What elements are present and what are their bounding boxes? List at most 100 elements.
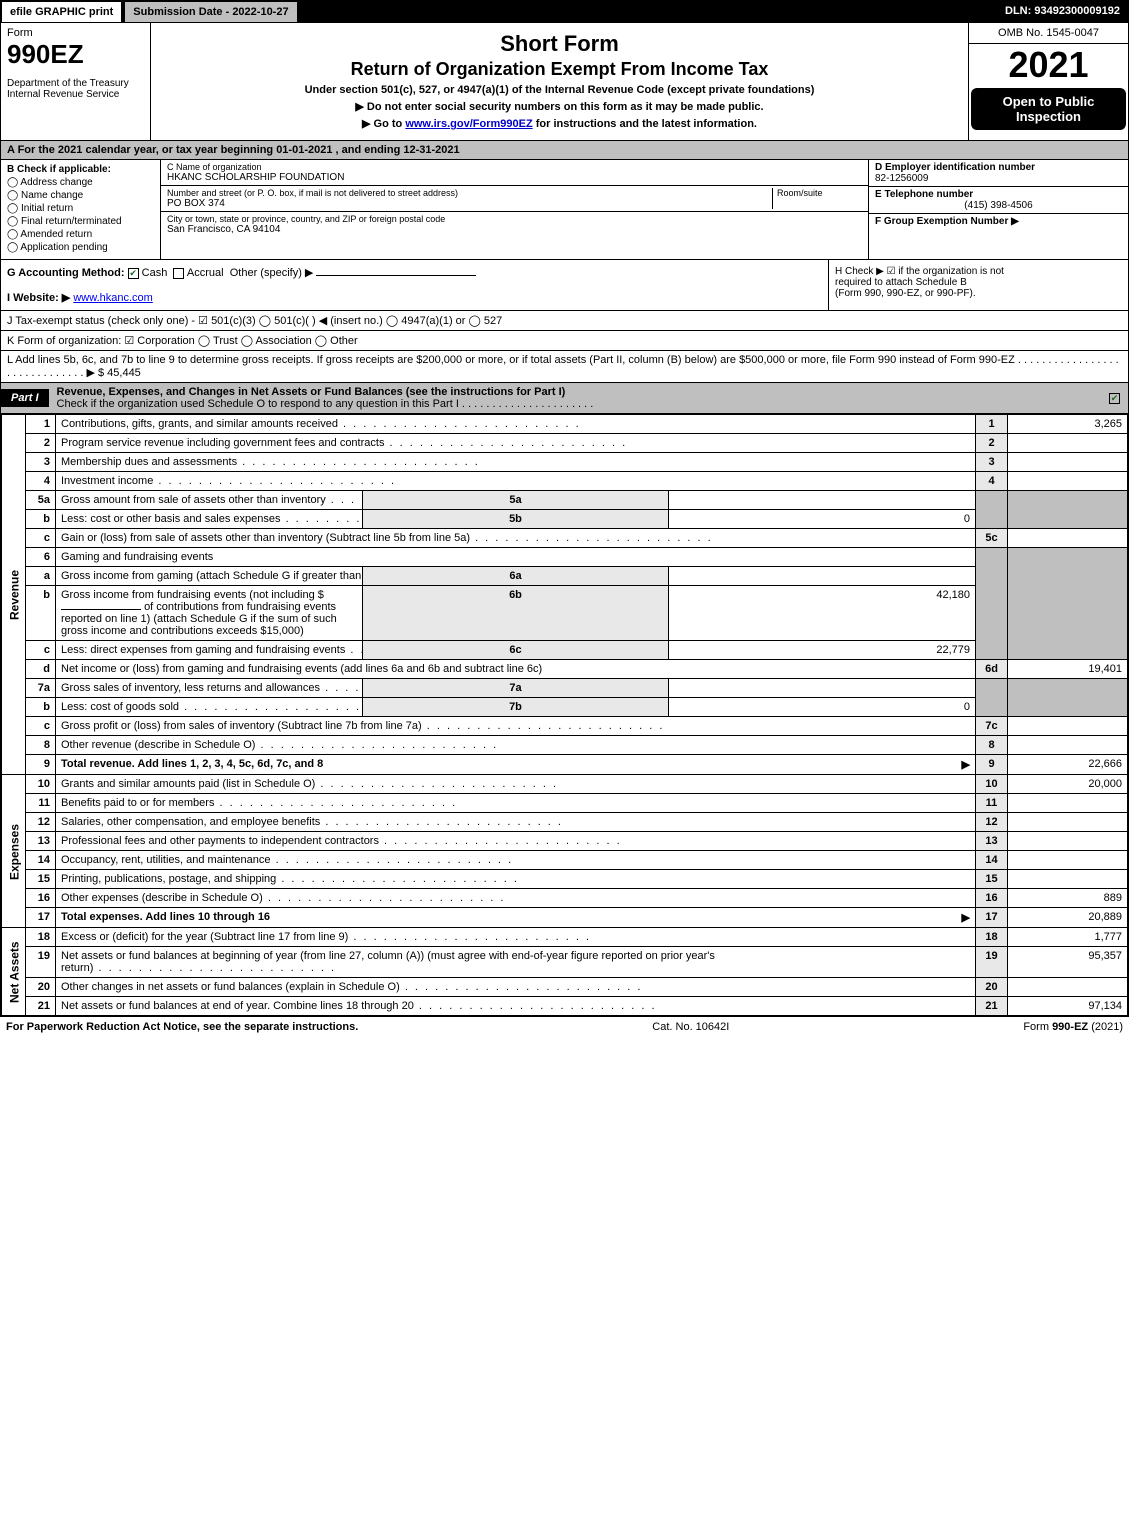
l7c-num: c: [26, 717, 56, 736]
chk-amended-return[interactable]: ◯ Amended return: [7, 229, 154, 240]
l6a-subval: [669, 567, 976, 586]
header-right: OMB No. 1545-0047 2021 Open to Public In…: [968, 23, 1128, 140]
l12-box: 12: [976, 813, 1008, 832]
chk-application-pending[interactable]: ◯ Application pending: [7, 242, 154, 253]
l9-val: 22,666: [1008, 755, 1128, 775]
l16-val: 889: [1008, 889, 1128, 908]
group-exemption-cell: F Group Exemption Number ▶: [869, 214, 1128, 229]
expenses-side-label: Expenses: [2, 775, 26, 928]
revenue-side-label: Revenue: [2, 415, 26, 775]
l21-num: 21: [26, 997, 56, 1016]
section-g-h: G Accounting Method: Cash Accrual Other …: [1, 260, 1128, 311]
ein-cell: D Employer identification number 82-1256…: [869, 160, 1128, 187]
footer-right: Form 990-EZ (2021): [1023, 1021, 1123, 1033]
row-13: 13 Professional fees and other payments …: [2, 832, 1128, 851]
l7b-desc: Less: cost of goods sold: [56, 698, 363, 717]
note-goto-pre: ▶ Go to: [362, 118, 405, 130]
page-footer: For Paperwork Reduction Act Notice, see …: [0, 1017, 1129, 1037]
chk-address-change[interactable]: ◯ Address change: [7, 177, 154, 188]
chk-cash[interactable]: [128, 268, 139, 279]
l9-arrow-icon: ▶: [962, 758, 970, 771]
title-return-exempt: Return of Organization Exempt From Incom…: [161, 59, 958, 80]
l13-box: 13: [976, 832, 1008, 851]
l7b-sub: 7b: [362, 698, 669, 717]
form-number: 990EZ: [7, 39, 144, 70]
part1-header: Part I Revenue, Expenses, and Changes in…: [1, 383, 1128, 414]
row-5a: 5a Gross amount from sale of assets othe…: [2, 491, 1128, 510]
row-15: 15 Printing, publications, postage, and …: [2, 870, 1128, 889]
l4-box: 4: [976, 472, 1008, 491]
chk-final-return[interactable]: ◯ Final return/terminated: [7, 216, 154, 227]
website-link[interactable]: www.hkanc.com: [73, 292, 152, 304]
l2-desc: Program service revenue including govern…: [56, 434, 976, 453]
section-k: K Form of organization: ☑ Corporation ◯ …: [1, 331, 1128, 351]
efile-print-button[interactable]: efile GRAPHIC print: [1, 1, 122, 23]
l19-desc: Net assets or fund balances at beginning…: [56, 947, 976, 978]
l2-num: 2: [26, 434, 56, 453]
l3-desc: Membership dues and assessments: [56, 453, 976, 472]
l6a-desc: Gross income from gaming (attach Schedul…: [56, 567, 363, 586]
row-7b: b Less: cost of goods sold 7b 0: [2, 698, 1128, 717]
l21-box: 21: [976, 997, 1008, 1016]
row-2: 2 Program service revenue including gove…: [2, 434, 1128, 453]
section-b-label: B Check if applicable:: [7, 164, 154, 175]
l14-desc: Occupancy, rent, utilities, and maintena…: [56, 851, 976, 870]
org-name-cell: C Name of organization HKANC SCHOLARSHIP…: [161, 160, 868, 186]
l19-num: 19: [26, 947, 56, 978]
l4-val: [1008, 472, 1128, 491]
l15-val: [1008, 870, 1128, 889]
submission-date-button[interactable]: Submission Date - 2022-10-27: [124, 1, 297, 23]
l1-num: 1: [26, 415, 56, 434]
other-specify-input[interactable]: [316, 275, 476, 276]
accounting-method-label: G Accounting Method:: [7, 267, 125, 279]
l10-box: 10: [976, 775, 1008, 794]
l5b-num: b: [26, 510, 56, 529]
l6-shade: [976, 548, 1008, 660]
l6a-num: a: [26, 567, 56, 586]
section-l: L Add lines 5b, 6c, and 7b to line 9 to …: [1, 351, 1128, 383]
l16-box: 16: [976, 889, 1008, 908]
org-city-cell: City or town, state or province, country…: [161, 212, 868, 237]
subtitle: Under section 501(c), 527, or 4947(a)(1)…: [161, 84, 958, 96]
note-goto-post: for instructions and the latest informat…: [536, 118, 757, 130]
part1-checkbox[interactable]: [1101, 389, 1128, 407]
l16-desc: Other expenses (describe in Schedule O): [56, 889, 976, 908]
l15-box: 15: [976, 870, 1008, 889]
phone-cell: E Telephone number (415) 398-4506: [869, 187, 1128, 214]
l7c-val: [1008, 717, 1128, 736]
l8-box: 8: [976, 736, 1008, 755]
l6b-blank[interactable]: [61, 609, 141, 610]
accrual-label: Accrual: [187, 267, 224, 279]
l5b-sub: 5b: [362, 510, 669, 529]
chk-accrual[interactable]: [173, 268, 184, 279]
chk-initial-return[interactable]: ◯ Initial return: [7, 203, 154, 214]
chk-name-change[interactable]: ◯ Name change: [7, 190, 154, 201]
l14-val: [1008, 851, 1128, 870]
l18-num: 18: [26, 928, 56, 947]
l6b-desc: Gross income from fundraising events (no…: [56, 586, 363, 641]
row-6a: a Gross income from gaming (attach Sched…: [2, 567, 1128, 586]
section-c: C Name of organization HKANC SCHOLARSHIP…: [161, 160, 868, 259]
l7-shade-val: [1008, 679, 1128, 717]
l7b-subval: 0: [669, 698, 976, 717]
row-21: 21 Net assets or fund balances at end of…: [2, 997, 1128, 1016]
row-16: 16 Other expenses (describe in Schedule …: [2, 889, 1128, 908]
l12-num: 12: [26, 813, 56, 832]
row-10: Expenses 10 Grants and similar amounts p…: [2, 775, 1128, 794]
l17-arrow-icon: ▶: [962, 911, 970, 924]
l9-desc: Total revenue. Add lines 1, 2, 3, 4, 5c,…: [56, 755, 976, 775]
row-5c: c Gain or (loss) from sale of assets oth…: [2, 529, 1128, 548]
section-a: A For the 2021 calendar year, or tax yea…: [1, 141, 1128, 160]
l11-box: 11: [976, 794, 1008, 813]
part1-tag: Part I: [1, 389, 49, 407]
l18-box: 18: [976, 928, 1008, 947]
l8-desc: Other revenue (describe in Schedule O): [56, 736, 976, 755]
row-5b: b Less: cost or other basis and sales ex…: [2, 510, 1128, 529]
l7c-box: 7c: [976, 717, 1008, 736]
l3-val: [1008, 453, 1128, 472]
irs-link[interactable]: www.irs.gov/Form990EZ: [405, 118, 532, 130]
form-container: efile GRAPHIC print Submission Date - 20…: [0, 0, 1129, 1017]
l6b-sub: 6b: [362, 586, 669, 641]
l13-num: 13: [26, 832, 56, 851]
l16-num: 16: [26, 889, 56, 908]
